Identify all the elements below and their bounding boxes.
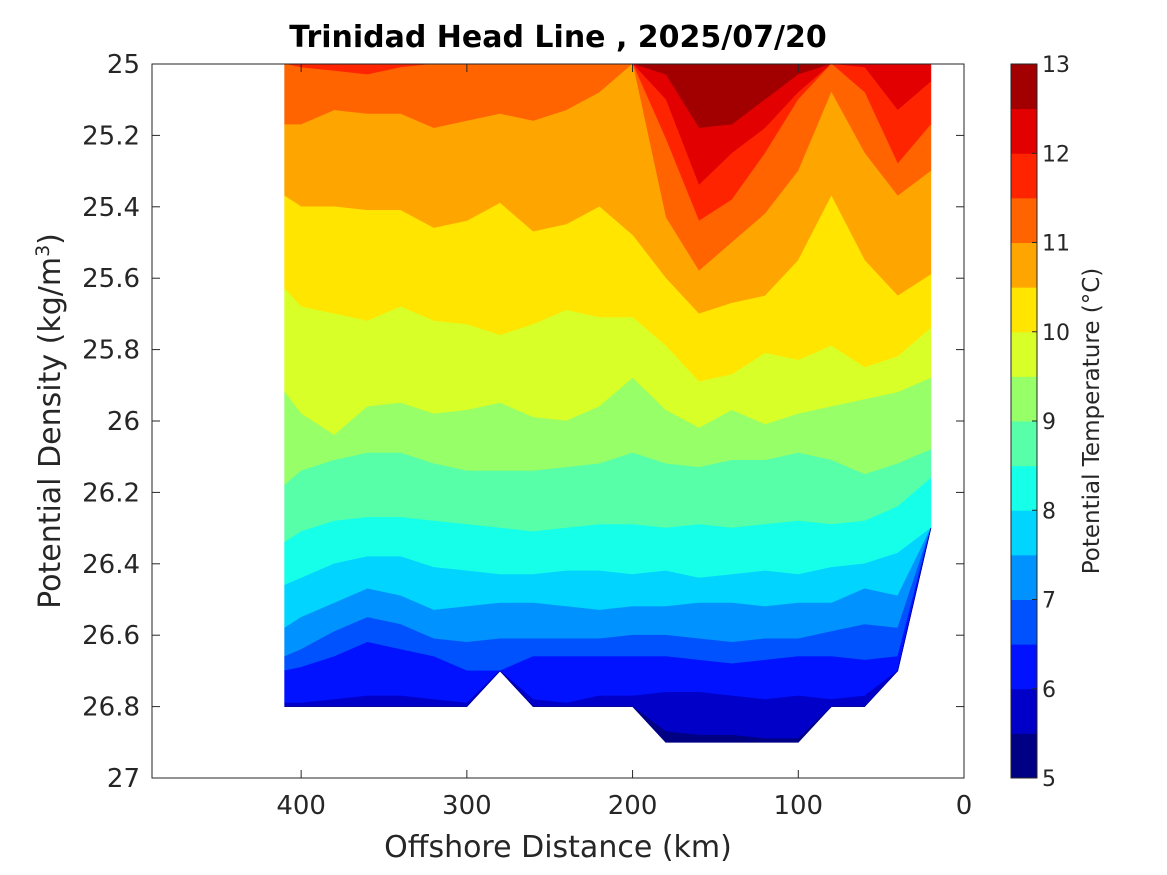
- colorbar-tick-label: 11: [1042, 232, 1070, 257]
- colorbar-swatch: [1011, 465, 1037, 511]
- colorbar-swatch: [1011, 733, 1037, 779]
- y-tick-label: 25.8: [82, 336, 140, 366]
- y-tick-label: 25: [107, 50, 140, 80]
- colorbar-swatch: [1011, 64, 1037, 110]
- colorbar-swatch: [1011, 554, 1037, 600]
- x-tick-label: 100: [773, 791, 823, 821]
- contour-fill-group: [284, 64, 932, 743]
- colorbar-swatch: [1011, 331, 1037, 377]
- colorbar-tick-label: 13: [1042, 53, 1070, 78]
- colorbar-tick-label: 9: [1042, 410, 1056, 435]
- colorbar-swatch: [1011, 287, 1037, 333]
- colorbar-tick-label: 6: [1042, 678, 1056, 703]
- y-tick-label: 26.4: [82, 550, 140, 580]
- y-axis-label-superscript: 3: [32, 245, 54, 257]
- x-tick-label: 200: [608, 791, 658, 821]
- y-tick-label: 25.2: [82, 121, 140, 151]
- colorbar-tick-label: 7: [1042, 589, 1056, 614]
- colorbar-tick-label: 8: [1042, 499, 1056, 524]
- colorbar-swatch: [1011, 510, 1037, 556]
- colorbar-tick-label: 5: [1042, 767, 1056, 792]
- colorbar-swatch: [1011, 108, 1037, 154]
- x-tick-label: 300: [442, 791, 492, 821]
- y-tick-label: 25.4: [82, 193, 140, 223]
- y-tick-label: 26.8: [82, 693, 140, 723]
- colorbar: 5 6 7 8 9 10 11 12 13: [1011, 53, 1070, 792]
- x-tick-label: 400: [276, 791, 326, 821]
- y-tick-label: 26: [107, 407, 140, 437]
- colorbar-swatch: [1011, 242, 1037, 288]
- colorbar-label: Potential Temperature (°C): [1079, 268, 1105, 575]
- colorbar-tick-label: 10: [1042, 321, 1070, 346]
- colorbar-swatch: [1011, 376, 1037, 422]
- colorbar-swatch: [1011, 421, 1037, 467]
- y-axis-label-end: ): [33, 233, 68, 245]
- colorbar-swatch: [1011, 688, 1037, 734]
- x-axis-label: Offshore Distance (km): [384, 830, 732, 865]
- colorbar-tick-label: 12: [1042, 142, 1070, 167]
- y-tick-label: 25.6: [82, 264, 140, 294]
- x-tick-label: 0: [956, 791, 973, 821]
- y-tick-label: 26.6: [82, 621, 140, 651]
- colorbar-swatch: [1011, 197, 1037, 243]
- y-axis-label: Potential Density (kg/m3): [32, 233, 68, 609]
- colorbar-frame: [1010, 63, 1038, 779]
- colorbar-swatch: [1011, 153, 1037, 199]
- y-tick-label: 26.2: [82, 478, 140, 508]
- x-axis: 400 300 200 100 0: [276, 64, 972, 821]
- colorbar-swatch: [1011, 644, 1037, 690]
- colorbar-swatch: [1011, 599, 1037, 645]
- contour-band-5: [284, 528, 932, 743]
- chart-title: Trinidad Head Line , 2025/07/20: [289, 20, 826, 55]
- y-axis-label-main: Potential Density (kg/m: [33, 257, 68, 609]
- y-tick-label: 27: [107, 764, 140, 794]
- y-axis: 25 25.2 25.4 25.6 25.8 26 26.2 26.4 26.6 26.8 27: [82, 50, 964, 794]
